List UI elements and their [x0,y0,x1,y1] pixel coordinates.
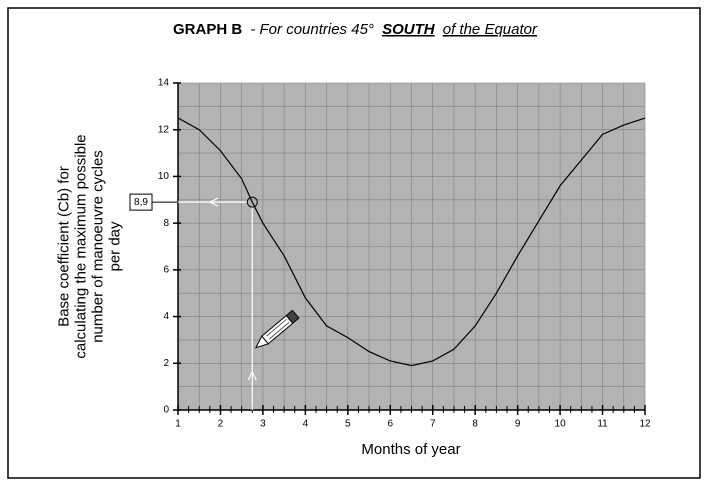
x-tick-label: 5 [345,419,351,430]
x-tick-label: 8 [472,419,478,430]
y-tick-label: 0 [163,405,169,416]
y-axis-label-line: calculating the maximum possible [72,134,89,358]
x-tick-label: 4 [303,419,309,430]
title-part: of the Equator [443,21,538,38]
y-tick-label: 6 [163,264,169,275]
title-part: - For countries 45° [250,21,374,38]
arrowhead [208,197,219,207]
x-tick-label: 1 [175,419,181,430]
x-tick-label: 9 [515,419,521,430]
marker [246,196,258,208]
y-axis-label-line: Base coefficient (Cb) for [55,166,72,327]
y-tick-label: 10 [158,171,170,182]
x-tick-label: 3 [260,419,266,430]
y-axis-label-line: number of manoeuvre cycles [89,150,106,343]
x-tick-label: 6 [387,419,393,430]
line [177,117,646,367]
x-tick-label: 12 [639,419,651,430]
pencil-icon [254,309,300,349]
y-tick-label: 2 [163,358,169,369]
y-tick-label: 14 [158,78,170,89]
title-part: SOUTH [382,21,436,38]
chart-title: GRAPH B - For countries 45° SOUTH of the… [173,21,538,38]
annotation-label: 8,9 [134,197,148,208]
x-tick-label: 7 [430,419,436,430]
title-part: GRAPH B [173,21,242,38]
x-axis-label: Months of year [361,441,460,458]
x-tick-label: 10 [555,419,567,430]
x-tick-label: 2 [218,419,224,430]
y-axis-label-line: per day [106,221,123,272]
y-tick-label: 12 [158,124,170,135]
x-tick-label: 11 [597,419,608,430]
y-tick-label: 4 [163,311,169,322]
arrowhead [247,370,257,381]
y-tick-label: 8 [163,218,169,229]
annotation-box [129,193,153,211]
y-axis-label: Base coefficient (Cb) forcalculating the… [55,134,123,358]
